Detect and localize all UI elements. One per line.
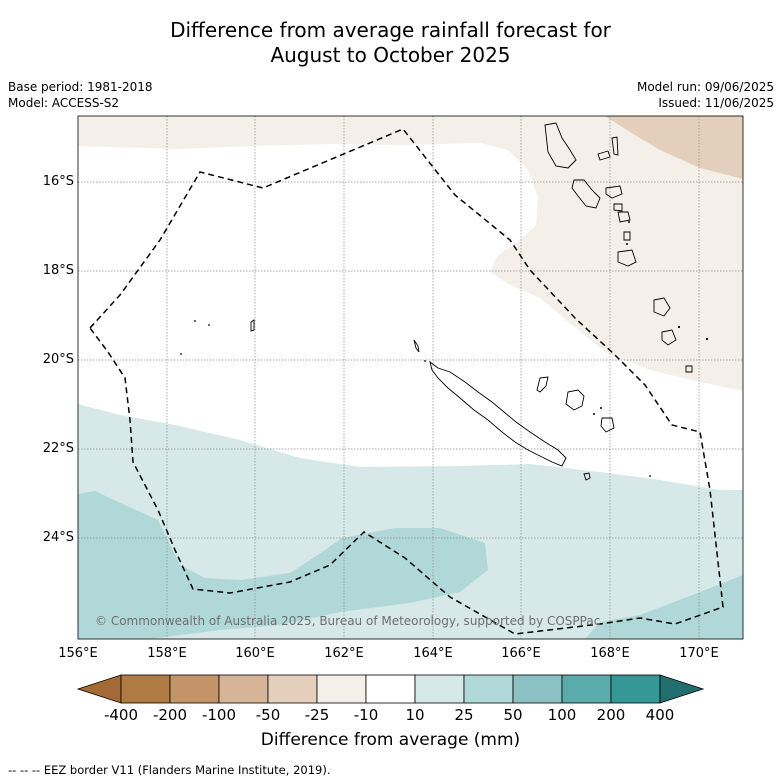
isle-of-pines-island (583, 472, 591, 481)
colorbar-bin (316, 674, 367, 704)
lifou-island (565, 389, 585, 411)
issued-label: Issued: 11/06/2025 (658, 96, 774, 110)
lat-label-20s: 20°S (42, 352, 74, 367)
malakula-island (571, 179, 601, 209)
map-title: Difference from average rainfall forecas… (0, 18, 781, 68)
chesterfield-island (250, 319, 255, 332)
colorbar-title: Difference from average (mm) (260, 730, 521, 750)
matthew-island (661, 329, 677, 346)
eez-border (89, 128, 724, 635)
colorbar-bin (365, 674, 416, 704)
loyalty-north-island (653, 297, 671, 317)
belep-islands (413, 339, 420, 353)
colorbar-label: 25 (454, 706, 474, 724)
tanna-island (617, 249, 637, 267)
title-line-1: Difference from average rainfall forecas… (170, 18, 611, 42)
rainfall-region-25-to-50-southwest (78, 491, 488, 639)
efate-island (617, 211, 631, 223)
colorbar-label: -200 (152, 706, 188, 724)
lon-label-164e: 164°E (413, 646, 453, 661)
hunter-island (685, 365, 693, 373)
rainfall-region-minus-10-to-25 (78, 116, 743, 391)
map-frame (77, 115, 744, 640)
colorbar-bin (267, 674, 318, 704)
colorbar-label: -25 (304, 706, 330, 724)
lon-label-158e: 158°E (147, 646, 187, 661)
lat-label-16s: 16°S (42, 174, 74, 189)
lat-label-18s: 18°S (42, 263, 74, 278)
lon-label-168e: 168°E (590, 646, 630, 661)
colorbar-label: -100 (201, 706, 237, 724)
small-islets (180, 221, 709, 477)
copyright-text: © Commonwealth of Australia 2025, Bureau… (95, 614, 601, 628)
coastlines (250, 122, 693, 481)
lon-label-156e: 156°E (58, 646, 98, 661)
epi-island (613, 203, 623, 212)
colorbar-bin (561, 674, 612, 704)
colorbar-bin (463, 674, 514, 704)
colorbar-bin (512, 674, 563, 704)
eez-footnote: -- -- -- EEZ border V11 (Flanders Marine… (8, 763, 331, 777)
colorbar-label: 10 (405, 706, 425, 724)
lon-label-162e: 162°E (324, 646, 364, 661)
lon-label-170e: 170°E (679, 646, 719, 661)
maewo-island (597, 150, 611, 161)
colorbar-label: 50 (503, 706, 523, 724)
colorbar-bin (169, 674, 220, 704)
colorbar-extend-high (659, 674, 705, 704)
pentecost-island (611, 136, 619, 156)
colorbar-label: -400 (103, 706, 139, 724)
rainfall-region-25-to-50-southeast (585, 575, 743, 639)
colorbar (76, 674, 705, 704)
espiritu-santo-island (544, 122, 577, 169)
colorbar-bin (218, 674, 269, 704)
model-run-label: Model run: 09/06/2025 (636, 80, 774, 94)
ambrym-island (605, 185, 623, 199)
model-label: Model: ACCESS-S2 (8, 96, 120, 110)
colorbar-label: 400 (645, 706, 675, 724)
colorbar-label: -50 (255, 706, 281, 724)
title-line-2: August to October 2025 (270, 43, 511, 67)
lon-label-166e: 166°E (501, 646, 541, 661)
erromango-island (623, 231, 631, 241)
new-caledonia-island (429, 360, 567, 467)
meta-right: Model run: 09/06/2025 Issued: 11/06/2025 (637, 79, 774, 111)
colorbar-label: 200 (596, 706, 626, 724)
mare-island (600, 417, 615, 433)
colorbar-label: 100 (547, 706, 577, 724)
meta-left: Base period: 1981-2018 Model: ACCESS-S2 (8, 79, 153, 111)
graticule (78, 116, 743, 639)
base-period-label: Base period: 1981-2018 (8, 80, 153, 94)
ouvea-island (536, 376, 549, 393)
rainfall-region-minus-25-to-50 (605, 116, 743, 179)
colorbar-bin (610, 674, 661, 704)
colorbar-extend-low (76, 674, 122, 704)
lat-label-24s: 24°S (42, 530, 74, 545)
colorbar-bin (414, 674, 465, 704)
lon-label-160e: 160°E (235, 646, 275, 661)
lat-label-22s: 22°S (42, 441, 74, 456)
colorbar-bin (120, 674, 171, 704)
colorbar-label: -10 (353, 706, 379, 724)
